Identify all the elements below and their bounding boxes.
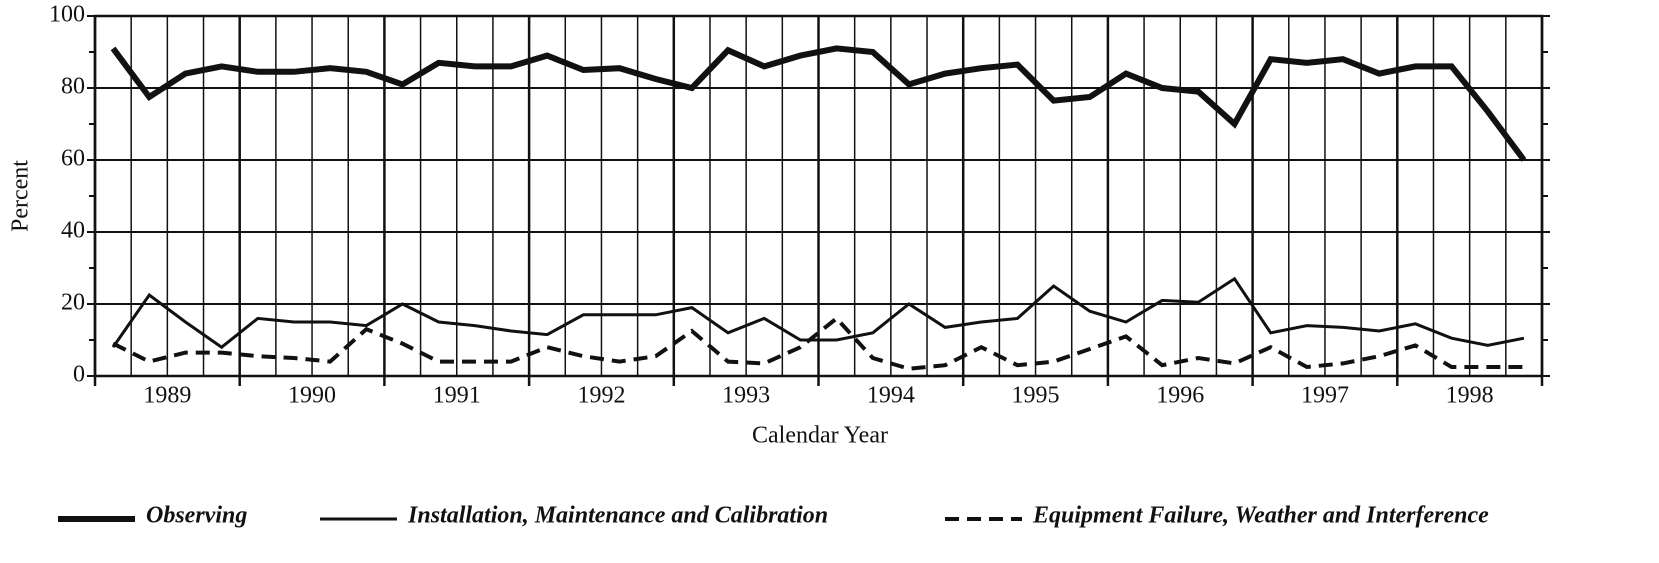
x-tick-label: 1989 [143,383,191,409]
legend-label: Observing [146,503,247,529]
legend-label: Equipment Failure, Weather and Interfere… [1032,503,1489,529]
x-tick-label: 1996 [1156,383,1204,409]
legend-label: Installation, Maintenance and Calibratio… [407,503,828,529]
y-tick-label: 0 [73,362,85,388]
plot-frame [93,14,1544,378]
y-tick-label: 40 [61,218,85,244]
x-tick-label: 1997 [1301,383,1349,409]
series-line [110,45,1527,162]
y-tick-label: 80 [61,74,85,100]
series-line [112,315,1524,371]
series-line [111,276,1525,350]
x-tick-label: 1995 [1012,383,1060,409]
y-tick-label: 20 [61,290,85,316]
x-tick-label: 1994 [867,383,915,409]
y-tick-label: 60 [61,146,85,172]
x-tick-label: 1993 [722,383,770,409]
x-tick-label: 1998 [1446,383,1494,409]
x-axis-label: Calendar Year [752,423,888,449]
y-axis-label: Percent [8,160,34,232]
y-tick-label: 100 [49,2,85,28]
x-tick-label: 1991 [433,383,481,409]
x-tick-label: 1990 [288,383,336,409]
x-tick-label: 1992 [577,383,625,409]
